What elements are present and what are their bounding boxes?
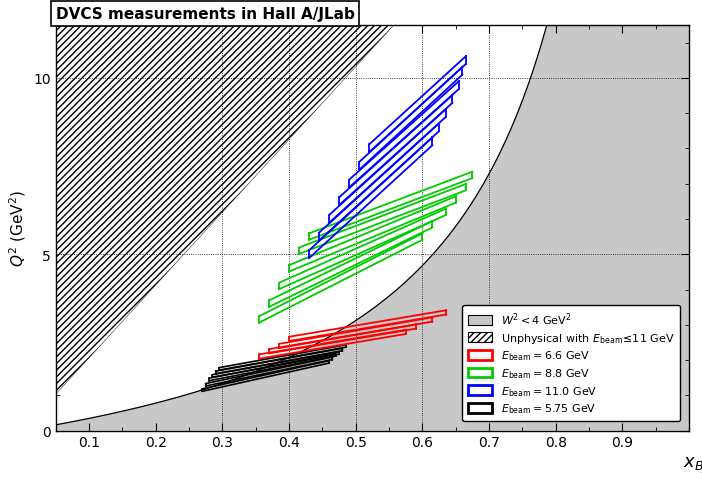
Text: DVCS measurements in Hall A/JLab: DVCS measurements in Hall A/JLab [55,7,355,22]
Y-axis label: $Q^2\ (\mathrm{GeV}^2)$: $Q^2\ (\mathrm{GeV}^2)$ [7,190,27,267]
Legend: $W^2<4\ \mathrm{GeV}^2$, Unphysical with $E_{\rm beam}\!\leq\!11$ GeV, $E_{\rm b: $W^2<4\ \mathrm{GeV}^2$, Unphysical with… [463,305,680,421]
Polygon shape [55,26,394,431]
Polygon shape [23,26,689,431]
X-axis label: $x_{Bj}$: $x_{Bj}$ [683,455,702,475]
